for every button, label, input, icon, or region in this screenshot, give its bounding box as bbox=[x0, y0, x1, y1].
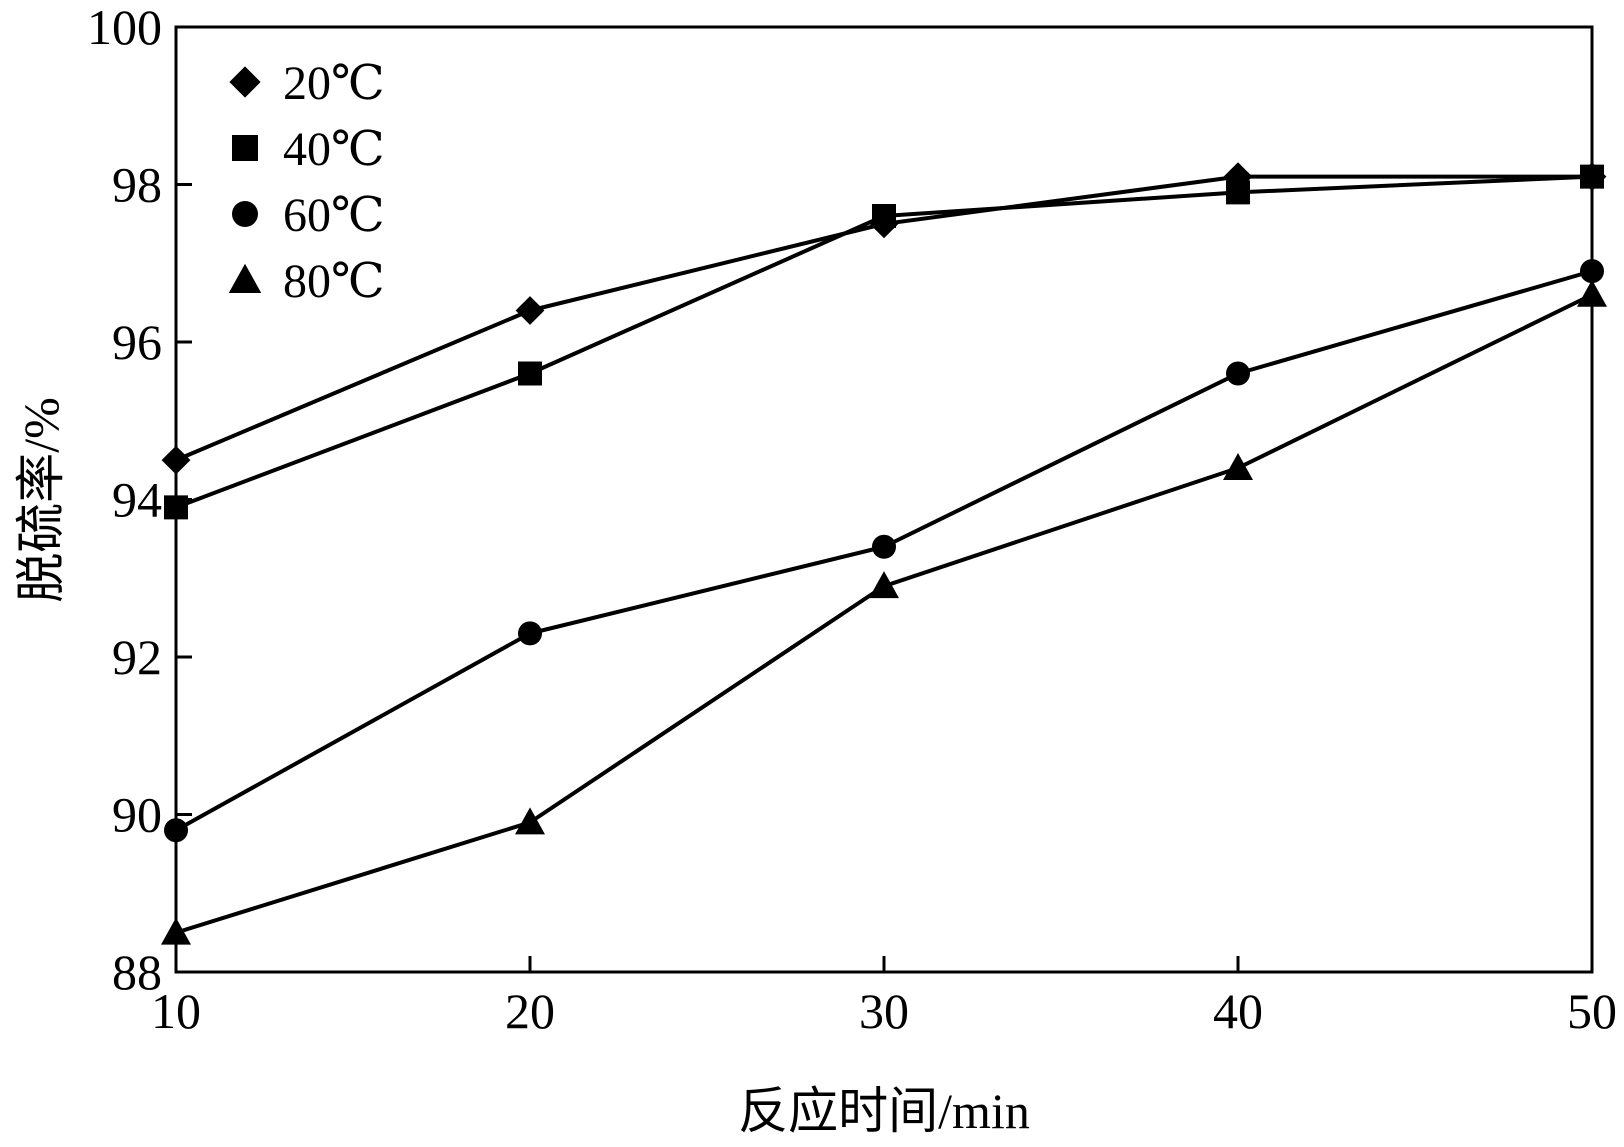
data-point bbox=[1580, 259, 1604, 284]
y-tick-label: 100 bbox=[87, 0, 162, 55]
data-point bbox=[161, 917, 191, 945]
x-tick-label: 30 bbox=[859, 983, 909, 1039]
legend-label: 40℃ bbox=[283, 123, 385, 176]
data-point bbox=[872, 204, 896, 228]
y-axis: 88 90 92 94 96 98 100 bbox=[87, 0, 192, 1000]
data-point bbox=[872, 534, 896, 559]
y-tick-label: 98 bbox=[112, 157, 162, 213]
legend-item: 20℃ bbox=[229, 57, 385, 110]
legend-marker bbox=[229, 66, 261, 98]
data-point bbox=[518, 621, 542, 646]
y-tick-label: 94 bbox=[112, 472, 162, 528]
legend-item: 60℃ bbox=[232, 189, 385, 242]
legend-item: 40℃ bbox=[232, 123, 385, 176]
plot-frame bbox=[174, 25, 1594, 974]
data-point bbox=[164, 495, 188, 520]
data-point bbox=[515, 296, 545, 325]
x-tick-label: 50 bbox=[1567, 983, 1617, 1039]
legend-marker bbox=[232, 135, 258, 161]
y-axis-title: 脱硫率/% bbox=[13, 397, 69, 603]
data-point bbox=[515, 807, 545, 835]
data-point bbox=[1223, 453, 1253, 480]
legend: 20℃ 40℃ 60℃ 80℃ bbox=[228, 57, 385, 308]
series-square bbox=[164, 164, 1604, 520]
data-point bbox=[161, 445, 191, 475]
legend-marker bbox=[228, 263, 262, 293]
x-axis: 10 20 30 40 50 bbox=[151, 956, 1617, 1039]
series-line bbox=[175, 292, 1593, 935]
series-circle bbox=[164, 259, 1604, 843]
legend-label: 20℃ bbox=[283, 57, 385, 110]
legend-label: 60℃ bbox=[283, 189, 385, 242]
x-axis-title: 反应时间/min bbox=[738, 1083, 1030, 1139]
y-tick-label: 92 bbox=[112, 629, 162, 685]
data-point bbox=[518, 361, 542, 386]
series-triangle bbox=[161, 279, 1607, 945]
x-tick-label: 40 bbox=[1213, 983, 1263, 1039]
data-point bbox=[164, 818, 188, 843]
x-tick-label: 20 bbox=[505, 983, 555, 1039]
data-point bbox=[1226, 361, 1250, 386]
y-tick-label: 96 bbox=[112, 314, 162, 370]
y-tick-label: 90 bbox=[112, 787, 162, 843]
x-tick-label: 10 bbox=[151, 983, 201, 1039]
data-point bbox=[1226, 180, 1250, 205]
data-point bbox=[869, 571, 899, 599]
legend-label: 80℃ bbox=[283, 255, 385, 308]
data-point bbox=[1577, 279, 1607, 307]
legend-marker bbox=[232, 201, 258, 227]
data-point bbox=[1580, 164, 1604, 189]
series-layer bbox=[161, 162, 1607, 945]
y-tick-label: 88 bbox=[112, 944, 162, 1000]
legend-item: 80℃ bbox=[228, 255, 385, 308]
